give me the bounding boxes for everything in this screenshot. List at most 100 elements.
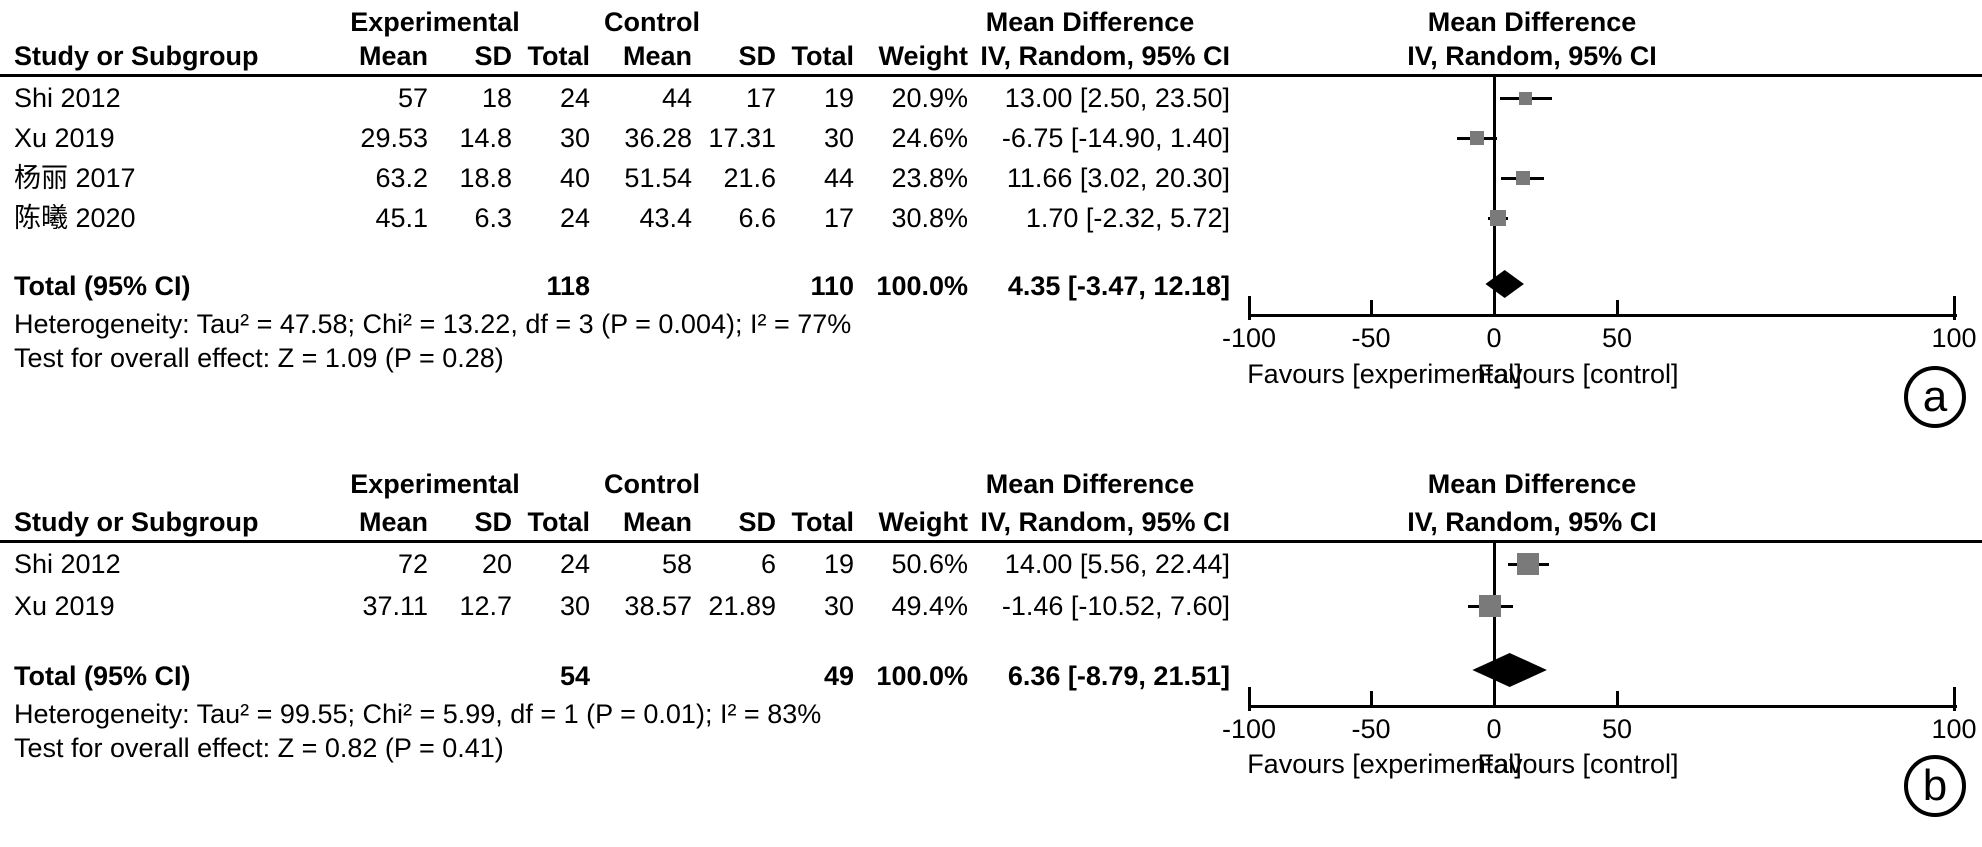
axis-tick-label: -50 [1351,323,1391,353]
study-point-estimate-square [1470,131,1485,145]
study-name: Xu 2019 [14,591,115,621]
col-header-exp-total: Total [527,507,591,537]
col-header-exp-mean: Mean [358,41,428,71]
overall-effect-note: Test for overall effect: Z = 0.82 (P = 0… [14,733,504,763]
exp-total: 30 [559,123,590,153]
plot-header-method: IV, Random, 95% CI [1407,507,1657,537]
exp-sd: 14.8 [459,123,512,153]
weight-value: 20.9% [891,83,968,113]
total-exp-n: 118 [546,271,590,301]
col-header-ctrl-total: Total [791,507,855,537]
effect-ci: 1.70 [-2.32, 5.72] [1025,203,1230,233]
ctrl-sd: 17 [745,83,776,113]
exp-total: 24 [559,83,590,113]
col-header-ctrl-sd: SD [738,41,776,71]
group-header-experimental: Experimental [350,469,520,499]
ctrl-sd: 17.31 [708,123,776,153]
total-label: Total (95% CI) [14,661,191,691]
favours-experimental-label: Favours [experimental] [1247,749,1522,779]
col-header-ctrl-sd: SD [738,507,776,537]
exp-mean: 63.2 [375,163,428,193]
exp-mean: 37.11 [362,591,428,621]
ctrl-sd: 21.89 [708,591,776,621]
summary-diamond [1472,653,1547,687]
forest-plot-area-b: -100 -50 0 50 100 [0,440,1982,847]
favours-experimental-label: Favours [experimental] [1247,359,1522,389]
favours-control-label: Favours [control] [1477,359,1679,389]
study-name: 杨丽 2017 [14,163,136,193]
axis-tick-label: -100 [1221,714,1277,744]
axis-tick [1616,691,1619,705]
effect-ci: -6.75 [-14.90, 1.40] [1001,123,1230,153]
exp-total: 40 [559,163,590,193]
weight-value: 24.6% [891,123,968,153]
panel-tag-a: a [1904,366,1966,428]
plot-header-method: IV, Random, 95% CI [1407,41,1657,71]
zero-reference-line [1493,77,1496,314]
group-header-control: Control [604,469,700,499]
exp-sd: 18 [481,83,512,113]
study-point-estimate-square [1515,171,1530,185]
group-header-control: Control [604,7,700,37]
exp-mean: 29.53 [360,123,428,153]
effect-ci: 11.66 [3.02, 20.30] [1006,163,1230,193]
x-axis [1249,314,1957,317]
header-rule [0,540,1982,543]
axis-tick-label: -50 [1351,714,1391,744]
ctrl-mean: 51.54 [624,163,692,193]
axis-endcap [1248,296,1251,320]
ctrl-mean: 43.4 [639,203,692,233]
x-axis [1249,705,1957,708]
exp-total: 30 [559,591,590,621]
weight-value: 30.8% [891,203,968,233]
total-weight: 100.0% [876,271,968,301]
ctrl-total: 30 [823,123,854,153]
ctrl-total: 19 [823,83,854,113]
exp-sd: 20 [481,549,512,579]
effect-ci: 13.00 [2.50, 23.50] [1004,83,1230,113]
ctrl-total: 17 [823,203,854,233]
effect-ci: -1.46 [-10.52, 7.60] [1001,591,1230,621]
study-point-estimate-square [1479,595,1502,617]
col-header-ctrl-total: Total [791,41,855,71]
axis-tick-label: 100 [1931,323,1977,353]
axis-endcap [1953,687,1956,711]
forest-plot-area-a: -100 -50 0 50 100 [1221,77,1977,353]
ctrl-mean: 44 [661,83,692,113]
exp-mean: 45.1 [375,203,428,233]
axis-tick-label: 50 [1601,323,1633,353]
axis-tick-label: 50 [1601,714,1633,744]
exp-total: 24 [559,549,590,579]
study-point-estimate-square [1519,91,1533,105]
exp-sd: 18.8 [459,163,512,193]
ctrl-sd: 6.6 [738,203,776,233]
col-header-method: IV, Random, 95% CI [980,41,1230,71]
col-header-weight: Weight [878,41,969,71]
col-header-study: Study or Subgroup [14,507,259,537]
ctrl-total: 19 [823,549,854,579]
group-header-experimental: Experimental [350,7,520,37]
axis-tick-label: -100 [1221,323,1277,353]
ctrl-mean: 58 [661,549,692,579]
axis-tick-label: 0 [1486,714,1502,744]
axis-tick-label: 0 [1486,323,1502,353]
total-ctrl-n: 49 [823,661,854,691]
group-header-mean-difference-plot: Mean Difference [1427,469,1637,499]
col-header-exp-sd: SD [474,507,512,537]
weight-value: 23.8% [891,163,968,193]
zero-reference-line [1493,540,1496,705]
total-exp-n: 54 [559,661,590,691]
effect-ci: 14.00 [5.56, 22.44] [1004,549,1230,579]
exp-mean: 72 [397,549,428,579]
col-header-exp-sd: SD [474,41,512,71]
group-header-mean-difference-plot: Mean Difference [1427,7,1637,37]
heterogeneity-note: Heterogeneity: Tau² = 47.58; Chi² = 13.2… [14,309,852,339]
col-header-ctrl-mean: Mean [622,41,692,71]
weight-value: 49.4% [891,591,968,621]
total-label: Total (95% CI) [14,271,191,301]
axis-endcap [1248,687,1251,711]
ctrl-total: 44 [823,163,854,193]
favours-control-label: Favours [control] [1477,749,1679,779]
col-header-ctrl-mean: Mean [622,507,692,537]
